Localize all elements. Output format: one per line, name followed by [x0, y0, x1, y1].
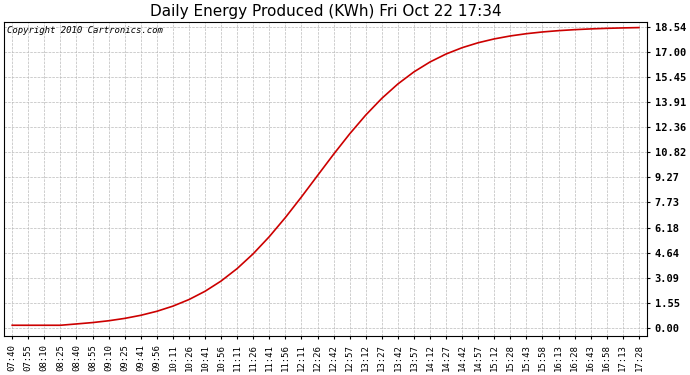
Title: Daily Energy Produced (KWh) Fri Oct 22 17:34: Daily Energy Produced (KWh) Fri Oct 22 1…	[150, 4, 502, 19]
Text: Copyright 2010 Cartronics.com: Copyright 2010 Cartronics.com	[8, 27, 164, 36]
